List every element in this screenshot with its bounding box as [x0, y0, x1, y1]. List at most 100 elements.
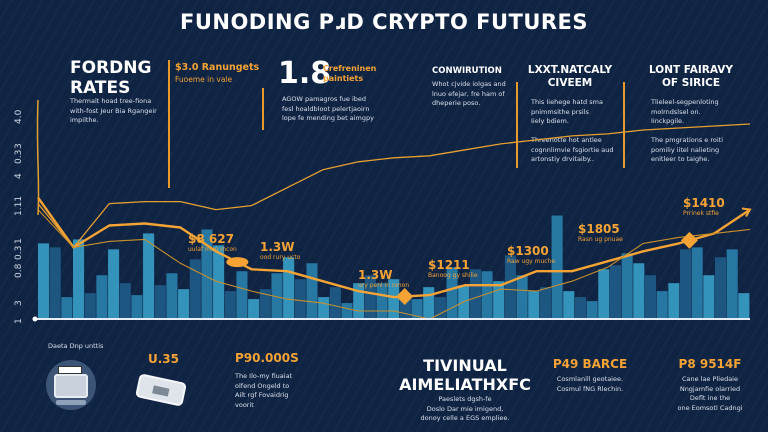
bar [306, 263, 318, 319]
y-tick-label: 1 [14, 238, 24, 244]
bar [84, 293, 96, 319]
bar [143, 233, 155, 319]
bar [178, 289, 190, 319]
bar [621, 253, 633, 319]
bar [633, 263, 645, 319]
stat-sub: Fuoeme in vale [175, 75, 233, 84]
y-tick-label: 0.3 [14, 245, 24, 260]
column-heading: LONT FAIRAVY OF SIRICE [636, 64, 746, 90]
bar [119, 283, 131, 319]
bar [714, 257, 727, 319]
bar [271, 273, 283, 319]
data-label-value: $1410 [683, 196, 725, 210]
heading-line: OF SIRICE [661, 77, 721, 89]
desc-line: AGOW pamagros fue ibed [282, 95, 367, 103]
heading-line: FORDNG [70, 58, 152, 78]
desc-line: pnimmsithe prsils [531, 107, 589, 116]
bar [49, 247, 61, 319]
series-line-3 [37, 209, 751, 320]
column-desc: Tlieleel-segpenloting molrndslsel on. Ii… [651, 98, 723, 165]
bar [376, 283, 388, 319]
desc-line: with-fost Jeur Bia Rgangeir [70, 106, 157, 115]
data-label-value: 1.3W [358, 268, 393, 282]
y-tick-label: 3 [14, 143, 24, 149]
desc-line: voorit [235, 400, 254, 409]
bar [224, 291, 236, 319]
y-tick-label: 1.11 [14, 195, 24, 216]
bar [668, 283, 680, 319]
data-label-value: $8 627 [188, 232, 234, 246]
bar [539, 287, 551, 319]
bar [154, 285, 166, 319]
icon-caption: Daeta Dnp unttis [48, 342, 104, 350]
data-label: $1300 Raw ugy muche [507, 244, 555, 265]
data-label: 1.3W ood rury ucto [260, 240, 300, 261]
big-stat-desc: AGOW pamagros fue ibed fesl hoaldbloot p… [282, 95, 374, 124]
column-desc: This Iiehege hatd sma pnimmsithe prsils … [531, 98, 613, 165]
desc-line: Paeslets dgsh-fe [438, 395, 492, 403]
bar [294, 279, 306, 319]
y-tick-label: 4.0 [14, 109, 24, 124]
bar [259, 289, 271, 319]
data-label: $8 627 uulaf man mcon [188, 232, 237, 253]
desc-line: Threenotfe hot antlee [531, 136, 602, 144]
data-label: $1805 Rasn ug pnuae [578, 222, 623, 243]
bar [399, 293, 411, 319]
desc-line: Cosmul fNG Rlechin. [556, 384, 624, 393]
desc-line: enitleer to taighe. [651, 155, 710, 163]
funding-rates-heading: FORDNG RATES [70, 58, 151, 98]
desc-line: Cosmlanill geotaiee. [556, 375, 624, 383]
bar [493, 281, 505, 319]
y-tick-label: 1 [14, 318, 24, 324]
chip-value: U.35 [148, 352, 180, 366]
desc-line: pomiliy iitel nalieting [651, 145, 720, 154]
data-label-sub: Rasn ug pnuae [578, 236, 623, 243]
item2-desc: Cosmlanill geotaiee. Cosmul fNG Rlechin. [540, 375, 640, 394]
series-line-1 [37, 123, 751, 249]
desc-line: The Ilo-my fiuaiat [235, 372, 293, 380]
desc-line: Iinckpgile. [651, 117, 685, 125]
center-heading: TIVINUAL AIMELIATHXFC [395, 356, 535, 394]
desc-line: fesl hoaldbloot pelertjaoirn [282, 104, 370, 113]
bar [528, 291, 540, 319]
bar [656, 291, 668, 319]
desc-line: Ailt rgf Fovaidrig [235, 391, 289, 399]
heading-line: AIMELIATHXFC [399, 375, 531, 394]
divider [623, 82, 625, 168]
desc-line: Thermalt hoad tree-fiona [70, 97, 152, 105]
bar [586, 301, 598, 319]
divider [262, 88, 264, 130]
contribution-heading: CONWIRUTION [432, 66, 502, 76]
item1-desc: The Ilo-my fiuaiat olfend Ongeld to Ailt… [235, 372, 292, 410]
left-bracket-line [36, 99, 40, 216]
data-label-sub: Banoog gy shilie [428, 272, 478, 279]
desc-line: dheperie poso. [432, 99, 481, 107]
server-monitor-icon [46, 360, 96, 410]
bar [703, 275, 715, 319]
item3-value: P8 9514F [678, 357, 742, 371]
page-title: FUNODING PɹD CRYPTO FUTURES [179, 10, 589, 34]
desc-line: artonstiy drvitaiby.. [531, 155, 594, 163]
bar [283, 257, 295, 319]
divider [168, 60, 170, 188]
bar [644, 275, 657, 319]
bar [364, 275, 376, 319]
y-tick-label: 4 [14, 173, 24, 179]
bar [504, 255, 516, 319]
bar [73, 239, 85, 319]
heading-line: LONT FAIRAVY [648, 64, 734, 76]
data-label-sub: Prrinek stfie [683, 210, 719, 217]
marker-diamond [680, 231, 698, 249]
center-desc: Paeslets dgsh-fe Doslo Dar mie imigend, … [395, 395, 535, 424]
desc-line: This Iiehege hatd sma [531, 98, 603, 106]
y-tick-label: 0.3 [14, 149, 24, 164]
marker-ellipse [226, 257, 249, 268]
desc-line: The pmgrations e roiti [651, 136, 724, 144]
bar [551, 215, 563, 319]
desc-line: Cane lae Pliedaie [681, 375, 738, 383]
arrow-head-icon [741, 207, 752, 218]
y-tick-label: 0.8 [14, 263, 24, 278]
data-label-value: $1211 [428, 258, 470, 272]
data-label-value: $1805 [578, 222, 620, 236]
